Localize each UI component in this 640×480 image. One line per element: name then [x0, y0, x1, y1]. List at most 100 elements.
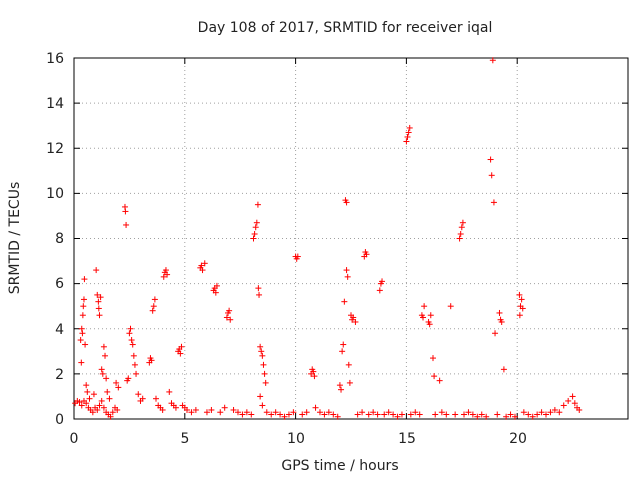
data-point — [507, 411, 514, 418]
data-point — [571, 400, 578, 407]
data-point — [365, 411, 372, 418]
data-point — [122, 208, 129, 215]
data-point — [529, 413, 536, 420]
data-point — [78, 359, 85, 366]
data-point — [381, 411, 388, 418]
data-point — [99, 370, 106, 377]
x-tick-label: 10 — [287, 431, 305, 447]
data-point — [421, 303, 428, 310]
data-point — [203, 409, 210, 416]
data-point — [272, 409, 279, 416]
data-point — [494, 411, 501, 418]
data-point — [569, 393, 576, 400]
data-points — [72, 57, 583, 420]
data-point — [511, 413, 518, 420]
data-point — [263, 409, 270, 416]
data-point — [160, 273, 167, 280]
data-point — [221, 404, 228, 411]
data-point — [407, 411, 414, 418]
data-point — [135, 391, 142, 398]
data-point — [254, 201, 261, 208]
data-point — [406, 124, 413, 131]
data-point — [492, 330, 499, 337]
data-point — [385, 409, 392, 416]
data-point — [404, 133, 411, 140]
x-tick-label: 0 — [70, 431, 79, 447]
data-point — [127, 325, 134, 332]
data-point — [257, 343, 264, 350]
data-point — [520, 409, 527, 416]
data-point — [489, 57, 496, 64]
data-point — [461, 411, 468, 418]
x-tick-label: 5 — [181, 431, 190, 447]
data-point — [97, 294, 104, 301]
data-point — [126, 330, 133, 337]
data-point — [98, 397, 105, 404]
data-point — [94, 291, 101, 298]
data-point — [248, 411, 255, 418]
data-point — [90, 391, 97, 398]
chart-title: Day 108 of 2017, SRMTID for receiver iqa… — [198, 20, 493, 36]
data-point — [458, 224, 465, 231]
data-point — [340, 341, 347, 348]
data-point — [133, 370, 140, 377]
data-point — [95, 305, 102, 312]
data-point — [338, 386, 345, 393]
x-tick-label: 20 — [509, 431, 527, 447]
data-point — [498, 318, 505, 325]
data-point — [223, 314, 230, 321]
data-point — [217, 409, 224, 416]
data-point — [344, 273, 351, 280]
data-point — [251, 230, 258, 237]
data-point — [500, 366, 507, 373]
data-point — [250, 235, 257, 242]
data-point — [84, 388, 91, 395]
data-point — [81, 276, 88, 283]
data-point — [294, 253, 301, 260]
data-point — [213, 282, 220, 289]
y-tick-label: 10 — [46, 186, 64, 202]
data-point — [519, 305, 526, 312]
data-point — [150, 303, 157, 310]
data-point — [345, 361, 352, 368]
data-point — [262, 379, 269, 386]
axis-ticks — [73, 57, 628, 420]
y-tick-label: 4 — [55, 322, 64, 338]
data-point — [255, 285, 262, 292]
data-point — [426, 321, 433, 328]
data-point — [336, 382, 343, 389]
data-point — [178, 343, 185, 350]
data-point — [148, 357, 155, 364]
y-axis-label: SRMTID / TECUs — [7, 182, 23, 295]
data-point — [432, 411, 439, 418]
data-point — [350, 314, 357, 321]
data-point — [465, 409, 472, 416]
data-point — [343, 267, 350, 274]
data-point — [447, 303, 454, 310]
data-point — [285, 411, 292, 418]
data-point — [299, 411, 306, 418]
data-point — [339, 348, 346, 355]
data-point — [346, 379, 353, 386]
data-point — [109, 409, 116, 416]
data-point — [483, 413, 490, 420]
data-point — [164, 271, 171, 278]
data-point — [412, 409, 419, 416]
data-point — [98, 366, 105, 373]
data-point — [352, 318, 359, 325]
data-point — [343, 199, 350, 206]
data-point — [100, 343, 107, 350]
data-point — [78, 402, 85, 409]
data-point — [516, 312, 523, 319]
data-point — [78, 325, 85, 332]
data-point — [96, 312, 103, 319]
data-point — [534, 411, 541, 418]
data-point — [259, 352, 266, 359]
data-point — [469, 411, 476, 418]
data-point — [547, 409, 554, 416]
data-point — [398, 411, 405, 418]
data-point — [166, 388, 173, 395]
data-point — [474, 413, 481, 420]
data-point — [565, 397, 572, 404]
data-point — [139, 395, 146, 402]
